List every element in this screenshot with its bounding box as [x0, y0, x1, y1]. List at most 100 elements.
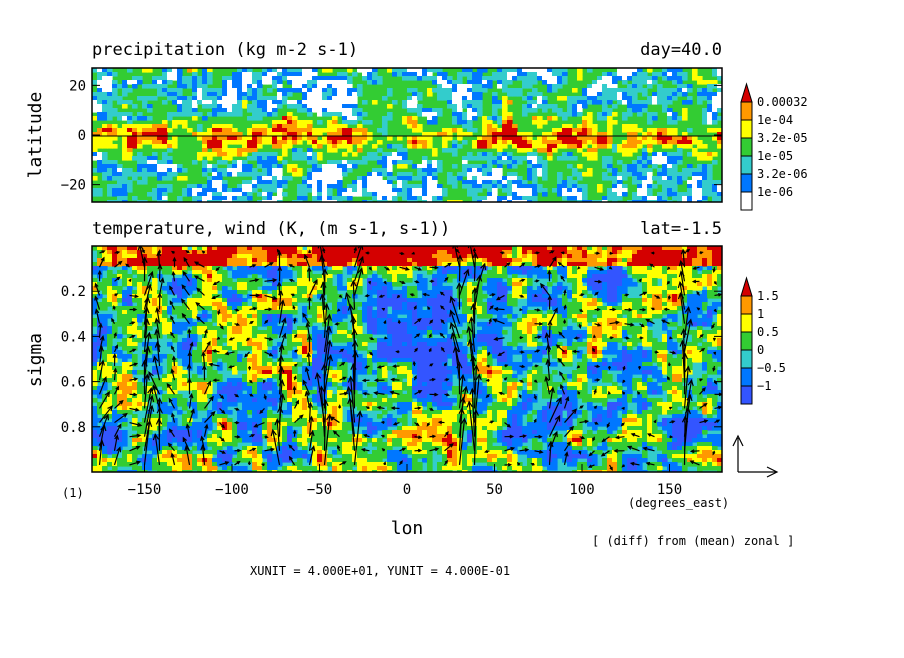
precip-cell: [627, 136, 633, 141]
precip-cell: [207, 196, 213, 201]
precip-cell: [332, 128, 338, 133]
precip-cell: [467, 76, 473, 81]
precip-cell: [152, 128, 158, 133]
temp-cell: [297, 262, 303, 267]
precip-cell: [712, 188, 718, 193]
precip-cell: [262, 192, 268, 197]
precip-cell: [212, 144, 218, 149]
precip-cell: [527, 164, 533, 169]
temp-cell: [427, 314, 433, 319]
precip-cell: [387, 88, 393, 93]
precip-cell: [472, 108, 478, 113]
precip-cell: [672, 96, 678, 101]
temp-cell: [317, 266, 323, 271]
precip-cell: [577, 172, 583, 177]
precip-cell: [137, 164, 143, 169]
precip-cell: [447, 180, 453, 185]
temp-cell: [227, 254, 233, 259]
precip-cell: [592, 152, 598, 157]
temp-cell: [207, 274, 213, 279]
temp-cell: [367, 270, 373, 275]
precip-cell: [197, 76, 203, 81]
precip-cell: [417, 108, 423, 113]
temp-cell: [287, 302, 293, 307]
precip-cell: [387, 160, 393, 165]
precip-cell: [552, 136, 558, 141]
precip-cell: [227, 156, 233, 161]
temp-cell: [367, 318, 373, 323]
temp-cell: [542, 298, 548, 303]
precip-cell: [457, 84, 463, 89]
precip-cell: [392, 144, 398, 149]
precip-cell: [167, 96, 173, 101]
precip-cell: [192, 104, 198, 109]
precip-cell: [322, 180, 328, 185]
temp-cell: [567, 258, 573, 263]
precip-cell: [157, 164, 163, 169]
temp-cell: [252, 282, 258, 287]
temp-cell: [272, 286, 278, 291]
temp-cell: [392, 250, 398, 255]
temp-cell: [617, 250, 623, 255]
temp-cell: [102, 298, 108, 303]
precip-cell: [482, 180, 488, 185]
temp-cell: [602, 286, 608, 291]
temp-cell: [672, 262, 678, 267]
precip-cell: [512, 176, 518, 181]
temp-cell: [237, 262, 243, 267]
precip-cell: [252, 172, 258, 177]
temp-cell: [572, 302, 578, 307]
temp-cell: [692, 258, 698, 263]
temp-cell: [447, 270, 453, 275]
temp-cell: [502, 274, 508, 279]
precip-cell: [277, 180, 283, 185]
precip-cell: [282, 100, 288, 105]
precip-cell: [477, 108, 483, 113]
precip-cell: [412, 196, 418, 201]
precip-cell: [707, 176, 713, 181]
temp-cell: [427, 258, 433, 263]
precip-cell: [367, 176, 373, 181]
temp-cell: [557, 302, 563, 307]
precip-cell: [552, 104, 558, 109]
precip-cell: [692, 192, 698, 197]
precip-cell: [637, 180, 643, 185]
temp-cell: [202, 274, 208, 279]
precip-cell: [447, 80, 453, 85]
precip-cell: [707, 104, 713, 109]
precip-cell: [442, 80, 448, 85]
precip-cell: [657, 172, 663, 177]
temp-cell: [447, 266, 453, 271]
precip-cell: [97, 84, 103, 89]
precip-cell: [452, 92, 458, 97]
precip-cell: [382, 180, 388, 185]
temp-cell: [612, 274, 618, 279]
precip-cell: [632, 176, 638, 181]
precip-cell: [442, 128, 448, 133]
precip-cell: [312, 184, 318, 189]
precip-cell: [502, 160, 508, 165]
temp-cell: [132, 250, 138, 255]
temp-cell: [342, 310, 348, 315]
precip-cell: [542, 96, 548, 101]
precip-cell: [472, 188, 478, 193]
temp-cell: [667, 262, 673, 267]
precip-cell: [507, 76, 513, 81]
precip-cell: [307, 72, 313, 77]
precip-cell: [282, 148, 288, 153]
temp-cell: [207, 282, 213, 287]
precip-cell: [517, 144, 523, 149]
temp-cell: [582, 262, 588, 267]
precip-cell: [502, 100, 508, 105]
temp-cell: [272, 302, 278, 307]
precip-cell: [602, 80, 608, 85]
precip-cell: [557, 144, 563, 149]
precip-cell: [332, 140, 338, 145]
temp-cell: [607, 294, 613, 299]
temp-cell: [617, 266, 623, 271]
temp-cell: [552, 302, 558, 307]
temp-cell: [272, 270, 278, 275]
precip-cell: [127, 140, 133, 145]
precip-cell: [437, 72, 443, 77]
temp-cell: [247, 258, 253, 263]
